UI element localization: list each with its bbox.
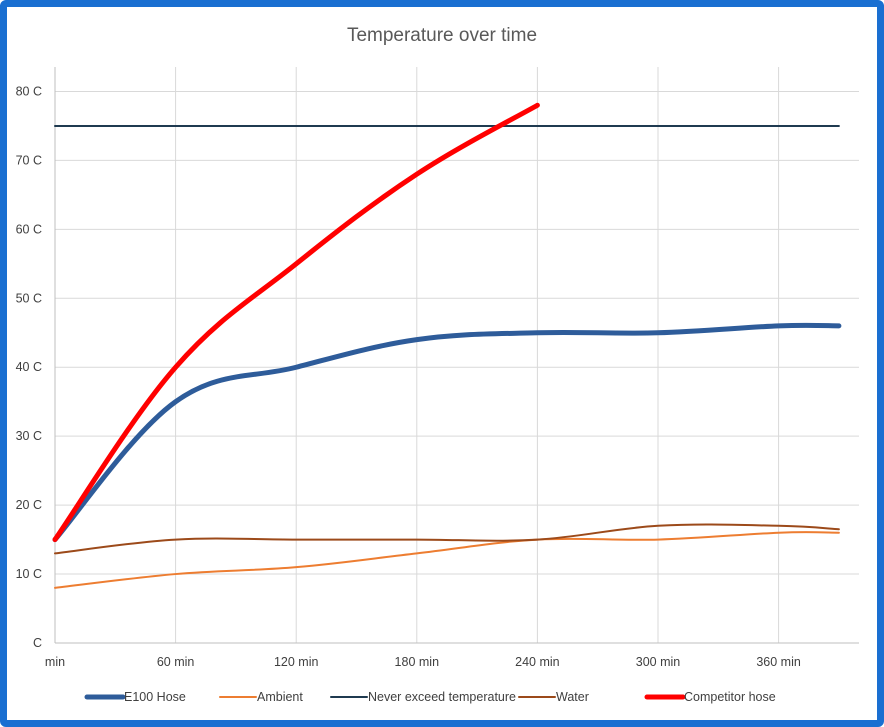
legend-label-ambient: Ambient xyxy=(257,690,303,704)
series-line-competitor-hose xyxy=(52,102,540,543)
line-chart: C 10 C 20 C 30 C 40 C 50 C 60 C 70 C 80 C min 60 m… xyxy=(16,67,859,704)
x-tick-label: 300 min xyxy=(636,655,681,669)
legend-label-never-exceed-temperature: Never exceed temperature xyxy=(368,690,516,704)
y-tick-label: 70 C xyxy=(16,153,42,167)
x-tick-label: 360 min xyxy=(756,655,801,669)
y-tick-label: 30 C xyxy=(16,429,42,443)
legend-label-water: Water xyxy=(556,690,589,704)
y-tick-label: 50 C xyxy=(16,291,42,305)
x-tick-label: 120 min xyxy=(274,655,319,669)
legend-label-competitor-hose: Competitor hose xyxy=(684,690,776,704)
x-tick-label: 240 min xyxy=(515,655,560,669)
series-line-ambient xyxy=(54,531,840,589)
y-tick-label: 10 C xyxy=(16,567,42,581)
chart-title: Temperature over time xyxy=(346,25,538,46)
y-tick-label: 80 C xyxy=(16,84,42,98)
legend-label-e100-hose: E100 Hose xyxy=(124,690,186,704)
x-tick-label: 180 min xyxy=(395,655,440,669)
x-tick-label: min xyxy=(45,655,65,669)
y-tick-label: C xyxy=(33,636,42,650)
y-tick-label: 60 C xyxy=(16,222,42,236)
y-tick-label: 20 C xyxy=(16,498,42,512)
y-tick-label: 40 C xyxy=(16,360,42,374)
series-line-water xyxy=(54,523,840,555)
x-tick-label: 60 min xyxy=(157,655,195,669)
series-line-e100-hose xyxy=(52,322,842,543)
